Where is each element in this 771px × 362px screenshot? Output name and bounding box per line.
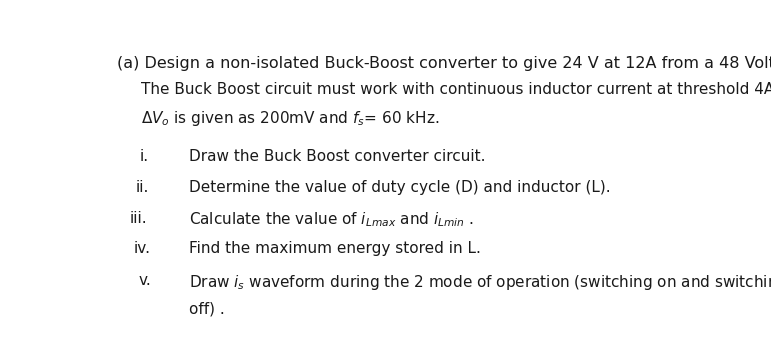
Text: The Buck Boost circuit must work with continuous inductor current at threshold 4: The Buck Boost circuit must work with co…: [141, 83, 771, 97]
Text: Draw the Buck Boost converter circuit.: Draw the Buck Boost converter circuit.: [189, 150, 486, 164]
Text: off) .: off) .: [189, 301, 224, 316]
Text: Calculate the value of $i_{Lmax}$ and $i_{Lmin}$ .: Calculate the value of $i_{Lmax}$ and $i…: [189, 211, 474, 230]
Text: Find the maximum energy stored in L.: Find the maximum energy stored in L.: [189, 241, 481, 256]
Text: iii.: iii.: [130, 211, 146, 226]
Text: $\Delta V_o$ is given as 200mV and $f_s$= 60 kHz.: $\Delta V_o$ is given as 200mV and $f_s$…: [141, 109, 439, 128]
Text: iv.: iv.: [134, 241, 151, 256]
Text: v.: v.: [138, 273, 151, 289]
Text: (a) Design a non-isolated Buck-Boost converter to give 24 V at 12A from a 48 Vol: (a) Design a non-isolated Buck-Boost con…: [117, 56, 771, 71]
Text: Determine the value of duty cycle (D) and inductor (L).: Determine the value of duty cycle (D) an…: [189, 180, 611, 195]
Text: i.: i.: [140, 150, 149, 164]
Text: ii.: ii.: [135, 180, 149, 195]
Text: Draw $i_s$ waveform during the 2 mode of operation (switching on and switching: Draw $i_s$ waveform during the 2 mode of…: [189, 273, 771, 292]
